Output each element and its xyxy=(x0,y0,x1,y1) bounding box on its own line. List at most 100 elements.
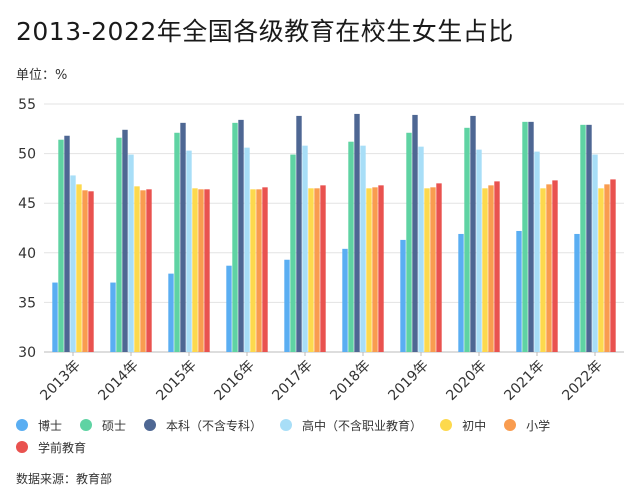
unit-label: 单位：% xyxy=(16,68,68,83)
legend-item: 小学 xyxy=(504,414,550,436)
chart-title: 2013-2022年全国各级教育在校生女生占比 xyxy=(16,17,514,46)
legend-label: 初中 xyxy=(462,418,487,433)
x-tick-label: 2022年 xyxy=(559,358,605,404)
x-tick-label: 2018年 xyxy=(327,358,373,404)
bar xyxy=(488,185,494,352)
x-tick-label: 2021年 xyxy=(501,358,547,404)
bar xyxy=(180,122,186,353)
legend-swatch xyxy=(144,419,157,431)
bar xyxy=(168,273,174,352)
bar xyxy=(436,183,442,352)
bar xyxy=(64,135,70,352)
bar xyxy=(378,185,384,352)
bar xyxy=(110,282,116,352)
y-tick-label: 35 xyxy=(18,295,36,311)
bar xyxy=(354,113,360,352)
bar xyxy=(192,188,198,352)
legend-label: 小学 xyxy=(526,418,551,433)
bar xyxy=(262,187,268,352)
bar xyxy=(348,141,354,352)
bar xyxy=(52,282,58,352)
bar xyxy=(58,139,64,352)
bar xyxy=(610,179,616,352)
legend-label: 学前教育 xyxy=(38,440,87,455)
bar xyxy=(134,186,140,352)
legend-label: 高中（不含职业教育） xyxy=(302,418,423,433)
bar xyxy=(494,181,500,352)
bar xyxy=(128,154,134,352)
y-tick-label: 50 xyxy=(18,147,36,163)
bar xyxy=(116,137,122,352)
bar xyxy=(464,127,470,352)
bar xyxy=(82,190,88,352)
legend-swatch xyxy=(80,419,93,431)
bar xyxy=(314,188,320,352)
bar xyxy=(284,259,290,352)
bar xyxy=(360,145,366,352)
legend: 博士 硕士 本科（不含专科） 高中（不含职业教育） 初中 小学学前教育 xyxy=(16,414,616,458)
legend-item: 初中 xyxy=(440,414,486,436)
bar xyxy=(232,122,238,353)
x-tick-label: 2016年 xyxy=(211,358,257,404)
bar xyxy=(400,239,406,352)
bar xyxy=(366,188,372,352)
legend-swatch xyxy=(16,441,28,453)
legend-item: 学前教育 xyxy=(16,436,86,458)
legend-swatch xyxy=(280,419,293,431)
bar xyxy=(198,189,204,352)
y-tick-label: 45 xyxy=(18,196,36,212)
bar xyxy=(546,184,552,352)
bar xyxy=(586,124,592,352)
bar xyxy=(226,265,232,352)
bar xyxy=(430,187,436,352)
y-tick-label: 55 xyxy=(18,97,36,113)
bar xyxy=(256,189,262,352)
bar xyxy=(592,154,598,352)
legend-item: 硕士 xyxy=(80,414,126,436)
bar xyxy=(250,189,256,352)
x-tick-label: 2013年 xyxy=(37,358,83,404)
bar xyxy=(482,188,488,352)
bar xyxy=(552,180,558,352)
bar xyxy=(528,121,534,352)
legend-label: 本科（不含专科） xyxy=(166,418,263,433)
bar xyxy=(418,146,424,352)
bar xyxy=(522,121,528,352)
bar xyxy=(342,248,348,352)
x-tick-label: 2019年 xyxy=(385,358,431,404)
bar xyxy=(174,132,180,352)
bar xyxy=(540,188,546,352)
bar xyxy=(424,188,430,352)
bar xyxy=(372,187,378,352)
bar xyxy=(146,189,152,352)
x-tick-label: 2014年 xyxy=(95,358,141,404)
bar xyxy=(76,184,82,352)
bar xyxy=(604,184,610,352)
bar xyxy=(470,115,476,353)
bar xyxy=(308,188,314,352)
bar xyxy=(516,230,522,352)
x-tick-label: 2015年 xyxy=(153,358,199,404)
bar xyxy=(290,154,296,352)
y-tick-label: 40 xyxy=(18,246,36,262)
bar xyxy=(186,150,192,352)
legend-swatch xyxy=(16,419,28,431)
bar xyxy=(122,129,128,352)
bar xyxy=(296,115,302,353)
legend-item: 高中（不含职业教育） xyxy=(280,414,422,436)
bar xyxy=(238,119,244,352)
bar xyxy=(580,124,586,352)
bar xyxy=(534,151,540,352)
bar xyxy=(598,188,604,352)
bar xyxy=(320,185,326,352)
bar xyxy=(70,175,76,352)
bar xyxy=(412,114,418,352)
bar xyxy=(476,149,482,352)
x-tick-label: 2020年 xyxy=(443,358,489,404)
bar xyxy=(244,147,250,352)
legend-item: 博士 xyxy=(16,414,62,436)
bar xyxy=(204,189,210,352)
legend-label: 博士 xyxy=(38,418,63,433)
legend-swatch xyxy=(504,419,517,431)
bar xyxy=(302,145,308,352)
